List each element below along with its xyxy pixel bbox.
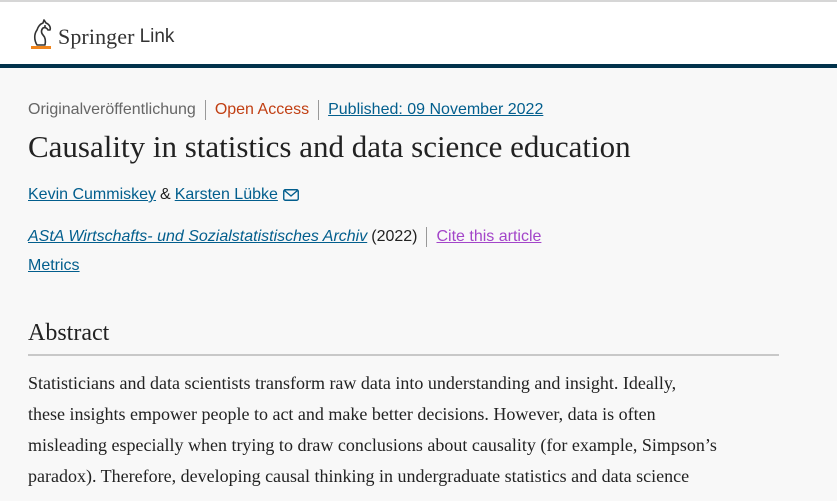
- top-border: [0, 0, 837, 2]
- article-type: Originalveröffentlichung: [28, 101, 196, 118]
- author-link-cummiskey[interactable]: Kevin Cummiskey: [28, 186, 157, 203]
- journal-link[interactable]: AStA Wirtschafts- und Sozialstatistische…: [28, 228, 368, 245]
- divider: [426, 227, 428, 247]
- springer-horse-icon: [31, 19, 52, 49]
- abstract-line: misleading especially when trying to dra…: [28, 435, 717, 455]
- email-icon[interactable]: [282, 189, 299, 201]
- published-date-link[interactable]: Published: 09 November 2022: [328, 101, 544, 118]
- article-title: Causality in statistics and data science…: [28, 129, 631, 164]
- open-access-label: Open Access: [214, 101, 310, 118]
- site-header: Springer Link: [0, 2, 837, 64]
- author-list: Kevin Cummiskey & Karsten Lübke: [28, 185, 299, 205]
- article-meta: Originalveröffentlichung Open Access Pub…: [28, 100, 543, 120]
- divider: [204, 100, 206, 120]
- author-separator: &: [160, 186, 171, 203]
- abstract-heading: Abstract: [28, 320, 110, 346]
- abstract-line: paradox). Therefore, developing causal t…: [28, 466, 690, 486]
- brand-suffix: Link: [139, 26, 175, 47]
- metrics-link[interactable]: Metrics: [28, 257, 80, 274]
- author-link-luebke[interactable]: Karsten Lübke: [174, 186, 278, 203]
- header-accent-bar: [0, 64, 837, 68]
- abstract-text: Statisticians and data scientists transf…: [28, 368, 788, 492]
- brand-name: Springer: [58, 24, 135, 49]
- divider: [318, 100, 320, 120]
- cite-article-link[interactable]: Cite this article: [436, 228, 542, 245]
- publication-year: (2022): [371, 228, 418, 245]
- abstract-line: these insights empower people to act and…: [28, 404, 656, 424]
- abstract-line: Statisticians and data scientists transf…: [28, 373, 677, 393]
- journal-info: AStA Wirtschafts- und Sozialstatistische…: [28, 227, 541, 247]
- article-content: Originalveröffentlichung Open Access Pub…: [0, 68, 837, 501]
- springerlink-logo[interactable]: Springer Link: [28, 18, 174, 50]
- abstract-divider: [28, 354, 779, 356]
